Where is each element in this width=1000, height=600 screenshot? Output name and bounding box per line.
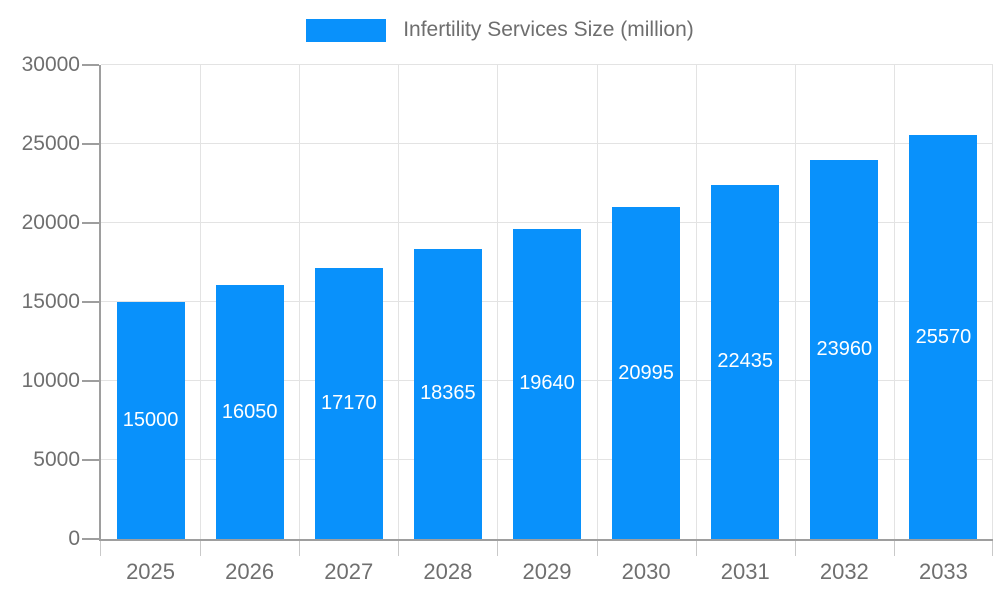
x-tick-label: 2031 (720, 559, 770, 584)
bar-value-label: 23960 (816, 338, 873, 361)
bar-value-label: 25570 (915, 325, 972, 348)
x-axis-tick (992, 541, 993, 556)
y-tick-label: 30000 (21, 53, 80, 76)
y-axis-tick (82, 301, 99, 303)
y-tick-label: 15000 (21, 290, 80, 313)
y-axis-labels: 0 5000 10000 15000 20000 25000 30000 (0, 53, 80, 550)
x-tick-label: 2027 (324, 559, 374, 584)
x-tick-label: 2026 (225, 559, 275, 584)
x-axis-tick (794, 541, 796, 556)
bar-2028[interactable]: 18365 (413, 248, 482, 539)
x-axis-tick (695, 541, 697, 556)
x-tick-label: 2028 (423, 559, 473, 584)
v-gridline (695, 65, 697, 539)
v-gridline (794, 65, 796, 539)
y-tick-label: 5000 (33, 448, 80, 471)
bar-value-label: 16050 (221, 400, 278, 423)
bar-value-label: 15000 (122, 409, 179, 431)
y-axis-tick (82, 538, 99, 540)
v-gridline (893, 65, 895, 539)
bar-2027[interactable]: 17170 (314, 267, 383, 539)
bar-2032[interactable]: 23960 (810, 160, 879, 539)
x-tick-label: 2032 (819, 559, 869, 584)
bar-value-label: 19640 (519, 372, 575, 395)
x-tick-label: 2025 (126, 559, 176, 584)
bar-value-label: 18365 (420, 382, 476, 405)
y-axis-tick (82, 143, 99, 145)
v-gridline (200, 65, 202, 539)
bar-value-label: 20995 (618, 361, 674, 384)
bar-2031[interactable]: 22435 (711, 184, 780, 539)
x-axis-tick (299, 541, 301, 556)
bar-2029[interactable]: 19640 (513, 228, 581, 539)
legend-swatch (306, 18, 387, 42)
x-axis-tick (596, 541, 598, 556)
x-axis-tick (893, 541, 895, 556)
x-axis-labels: 2025 2026 2027 2028 2029 2030 2031 2032 2033 (101, 559, 993, 589)
x-axis-tick (100, 541, 101, 556)
v-gridline (596, 65, 598, 539)
x-tick-label: 2033 (918, 559, 968, 584)
v-gridline (992, 65, 993, 539)
v-gridline (299, 65, 301, 539)
h-gridline (101, 64, 993, 65)
legend[interactable]: Infertility Services Size (million) (0, 18, 1000, 42)
x-axis-tick (200, 541, 202, 556)
x-axis-tick (497, 541, 499, 556)
bar-2030[interactable]: 20995 (612, 207, 681, 539)
y-axis-tick (82, 380, 99, 383)
bar-value-label: 22435 (717, 350, 774, 373)
legend-label: Infertility Services Size (million) (403, 18, 694, 41)
y-axis-tick (82, 222, 99, 225)
x-axis-tick (398, 541, 400, 556)
y-tick-label: 0 (68, 527, 80, 550)
v-gridline (398, 65, 400, 539)
plot-area: 15000 16050 17170 18365 19640 20995 22435 23960… (82, 64, 993, 556)
bar-2025[interactable]: 15000 (116, 302, 185, 539)
y-tick-label: 20000 (21, 211, 80, 234)
h-gridline (101, 222, 993, 224)
bar-2033[interactable]: 25570 (909, 135, 978, 539)
x-tick-label: 2030 (621, 559, 671, 584)
bar-value-label: 17170 (320, 391, 377, 414)
v-gridline (497, 65, 499, 539)
y-tick-label: 25000 (21, 132, 80, 155)
y-axis-tick (82, 459, 99, 462)
y-axis-tick (82, 64, 99, 66)
y-tick-label: 10000 (21, 369, 80, 392)
h-gridline (101, 143, 993, 144)
bar-2026[interactable]: 16050 (215, 285, 284, 539)
x-tick-label: 2029 (522, 559, 572, 584)
